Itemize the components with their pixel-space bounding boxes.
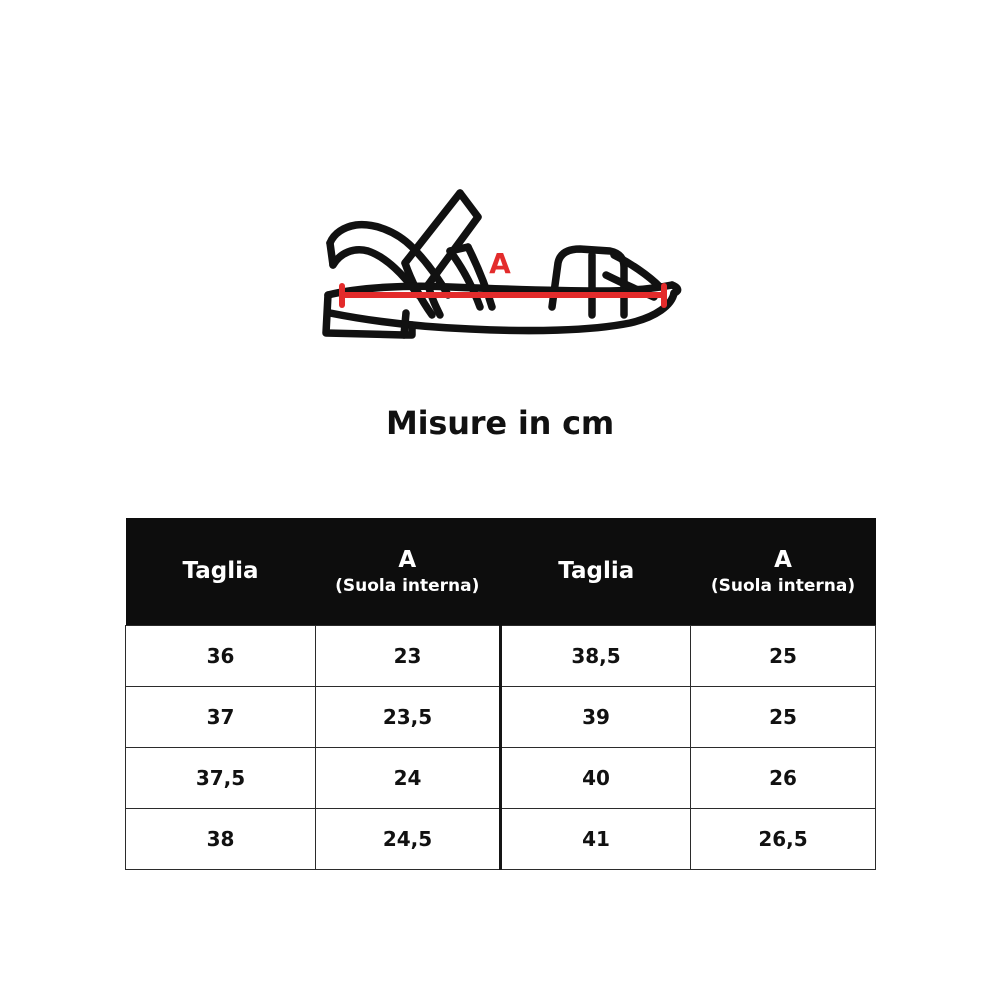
measurement-line-group <box>339 283 667 308</box>
sole-toe-tip <box>668 281 682 297</box>
cell-measure-left: 24 <box>315 747 501 809</box>
cell-size-left: 37,5 <box>125 747 316 809</box>
ankle-strap-tip-edge <box>456 189 482 221</box>
ankle-strap-lower-front <box>401 259 436 319</box>
mid-strap-front-edge <box>464 243 496 311</box>
heel-counter-top-edge <box>326 239 337 269</box>
column-header-taglia-left: Taglia <box>125 518 316 626</box>
table-row: 37,5 24 40 26 <box>125 747 876 809</box>
size-table: Taglia A (Suola interna) Taglia A (Suola… <box>125 518 876 870</box>
cell-size-left: 37 <box>125 686 316 748</box>
measurement-label-a: A <box>489 247 511 280</box>
heel-counter-outer-line <box>326 220 452 299</box>
heel-block-outline <box>322 291 410 339</box>
column-header-taglia-right: Taglia <box>499 518 691 626</box>
cell-measure-right: 25 <box>690 686 876 748</box>
column-header-misura-left: A (Suola interna) <box>315 518 501 626</box>
column-header-main-text: A <box>398 547 417 574</box>
column-header-sub-text: (Suola interna) <box>710 575 856 596</box>
table-row: 38 24,5 41 26,5 <box>125 808 876 870</box>
column-header-sub-text: (Suola interna) <box>335 575 480 596</box>
cell-size-left: 36 <box>125 625 316 687</box>
table-row: 36 23 38,5 25 <box>125 625 876 687</box>
cell-size-left: 38 <box>125 808 316 870</box>
size-table-head: Taglia A (Suola interna) Taglia A (Suola… <box>125 518 876 626</box>
toe-strap-cross-upper <box>610 251 664 291</box>
table-header-row: Taglia A (Suola interna) Taglia A (Suola… <box>125 518 876 626</box>
sandal-illustration: A <box>300 155 700 355</box>
size-table-container: Taglia A (Suola interna) Taglia A (Suola… <box>125 518 876 870</box>
column-header-main-text: Taglia <box>558 558 635 585</box>
cell-measure-left: 23,5 <box>315 686 501 748</box>
cell-measure-left: 24,5 <box>315 808 501 870</box>
mid-strap-top-edge <box>446 243 472 255</box>
column-header-main-text: A <box>774 547 792 574</box>
cell-size-right: 39 <box>499 686 691 748</box>
outsole-bottom-line <box>326 289 678 335</box>
cell-size-right: 41 <box>499 808 691 870</box>
ankle-strap-front-edge <box>401 189 464 267</box>
cell-measure-right: 25 <box>690 625 876 687</box>
column-header-misura-right: A (Suola interna) <box>690 518 876 626</box>
cell-measure-right: 26 <box>690 747 876 809</box>
cell-measure-left: 23 <box>315 625 501 687</box>
cell-size-right: 38,5 <box>499 625 691 687</box>
size-table-body: 36 23 38,5 25 37 23,5 39 25 37,5 24 40 2… <box>125 625 876 870</box>
cell-size-right: 40 <box>499 747 691 809</box>
sandal-outline-group <box>322 189 682 339</box>
cell-measure-right: 26,5 <box>690 808 876 870</box>
heel-counter-inner-line <box>329 246 422 299</box>
page-title: Misure in cm <box>385 404 615 442</box>
mid-strap-back-edge <box>446 247 484 311</box>
table-row: 37 23,5 39 25 <box>125 686 876 748</box>
heel-block-step <box>400 321 416 339</box>
column-header-main-text: Taglia <box>182 558 259 585</box>
